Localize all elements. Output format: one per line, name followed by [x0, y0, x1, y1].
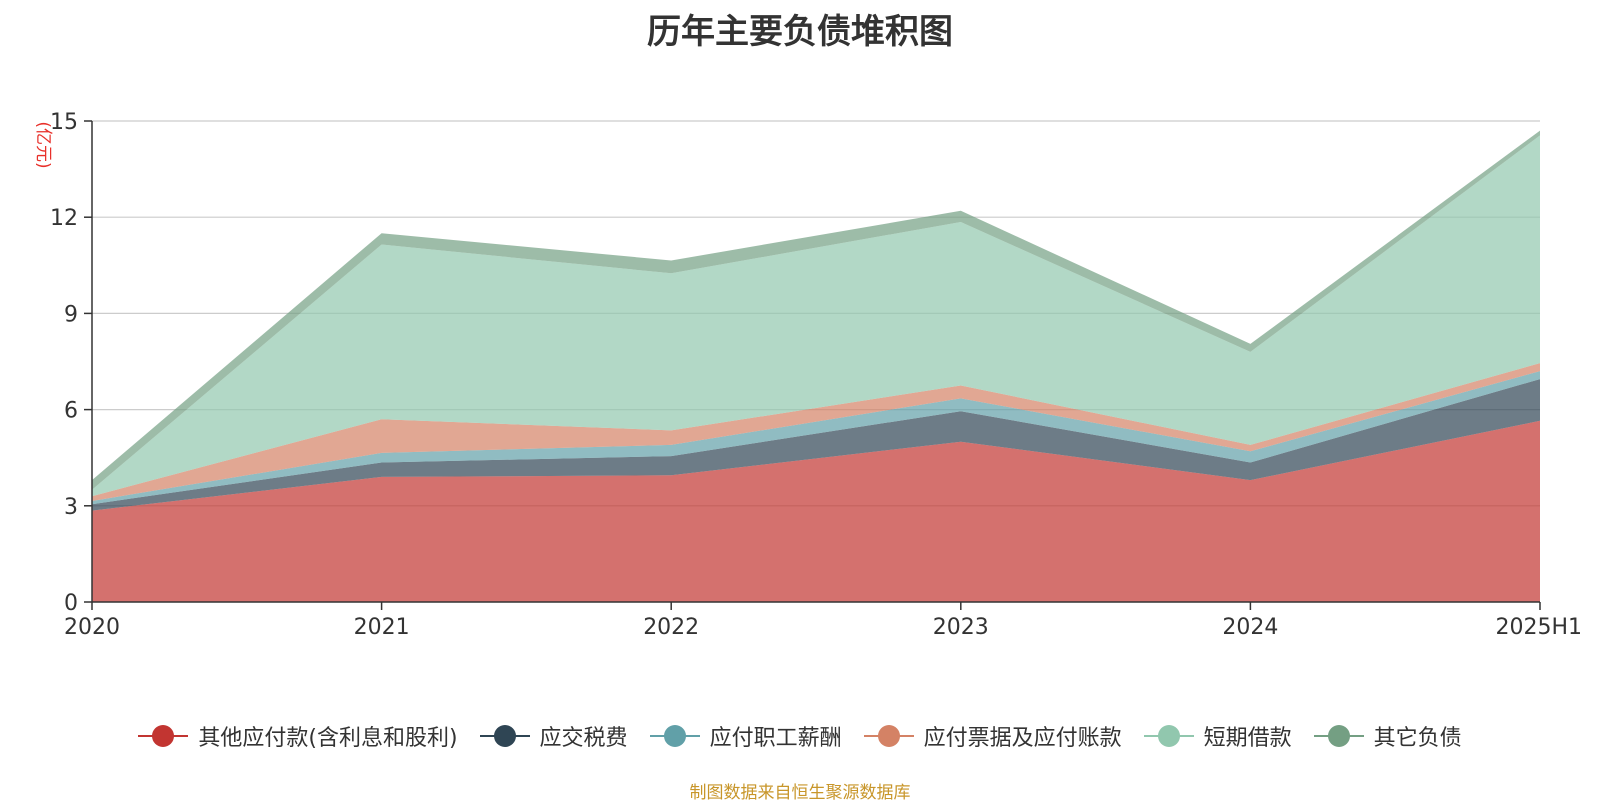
stacked-areas — [92, 130, 1540, 602]
legend-marker-icon — [138, 724, 189, 748]
legend-item[interactable]: 应付票据及应付账款 — [863, 720, 1122, 752]
legend-marker-icon — [1313, 724, 1364, 748]
area-series-4 — [92, 135, 1540, 497]
x-tick-label: 2023 — [933, 615, 989, 640]
legend-marker-icon — [863, 724, 914, 748]
legend-label: 应付职工薪酬 — [709, 726, 842, 751]
x-tick-label: 2020 — [64, 615, 120, 640]
legend-item[interactable]: 应交税费 — [479, 720, 628, 752]
legend-label: 短期借款 — [1203, 726, 1292, 751]
legend-item[interactable]: 其他应付款(含利息和股利) — [138, 720, 458, 752]
y-axis-unit-label: (亿元) — [33, 121, 53, 168]
y-tick-label: 9 — [64, 302, 78, 327]
legend-marker-icon — [1143, 724, 1194, 748]
legend-label: 其它负债 — [1373, 726, 1462, 751]
legend-item[interactable]: 其它负债 — [1313, 720, 1462, 752]
legend: 其他应付款(含利息和股利) 应交税费 应付职工薪酬 应付票据及应付账款 短期借款 其它负债 — [0, 718, 1600, 754]
y-tick-label: 6 — [64, 399, 78, 424]
axes: 0 3 6 9 12 15 2020 2021 2022 2023 2024 2025H1 — [50, 110, 1582, 640]
legend-label: 其他应付款(含利息和股利) — [198, 726, 458, 751]
area-series-3 — [92, 363, 1540, 501]
y-tick-label: 15 — [50, 110, 78, 135]
area-series-1 — [92, 379, 1540, 511]
legend-item[interactable]: 应付职工薪酬 — [649, 720, 842, 752]
legend-label: 应付票据及应付账款 — [923, 726, 1122, 751]
y-tick-label: 0 — [64, 591, 78, 616]
data-source-note: 制图数据来自恒生聚源数据库 — [689, 783, 911, 803]
x-tick-label: 2021 — [354, 615, 410, 640]
legend-marker-icon — [479, 724, 530, 748]
legend-item[interactable]: 短期借款 — [1143, 720, 1292, 752]
chart-title: 历年主要负债堆积图 — [647, 12, 953, 52]
legend-label: 应交税费 — [539, 726, 628, 751]
area-series-0 — [92, 420, 1540, 602]
x-tick-label: 2024 — [1222, 615, 1278, 640]
y-tick-label: 3 — [64, 495, 78, 520]
x-tick-label: 2025H1 — [1495, 615, 1582, 640]
x-tick-label: 2022 — [643, 615, 699, 640]
y-tick-label: 12 — [50, 206, 78, 231]
legend-marker-icon — [649, 724, 700, 748]
